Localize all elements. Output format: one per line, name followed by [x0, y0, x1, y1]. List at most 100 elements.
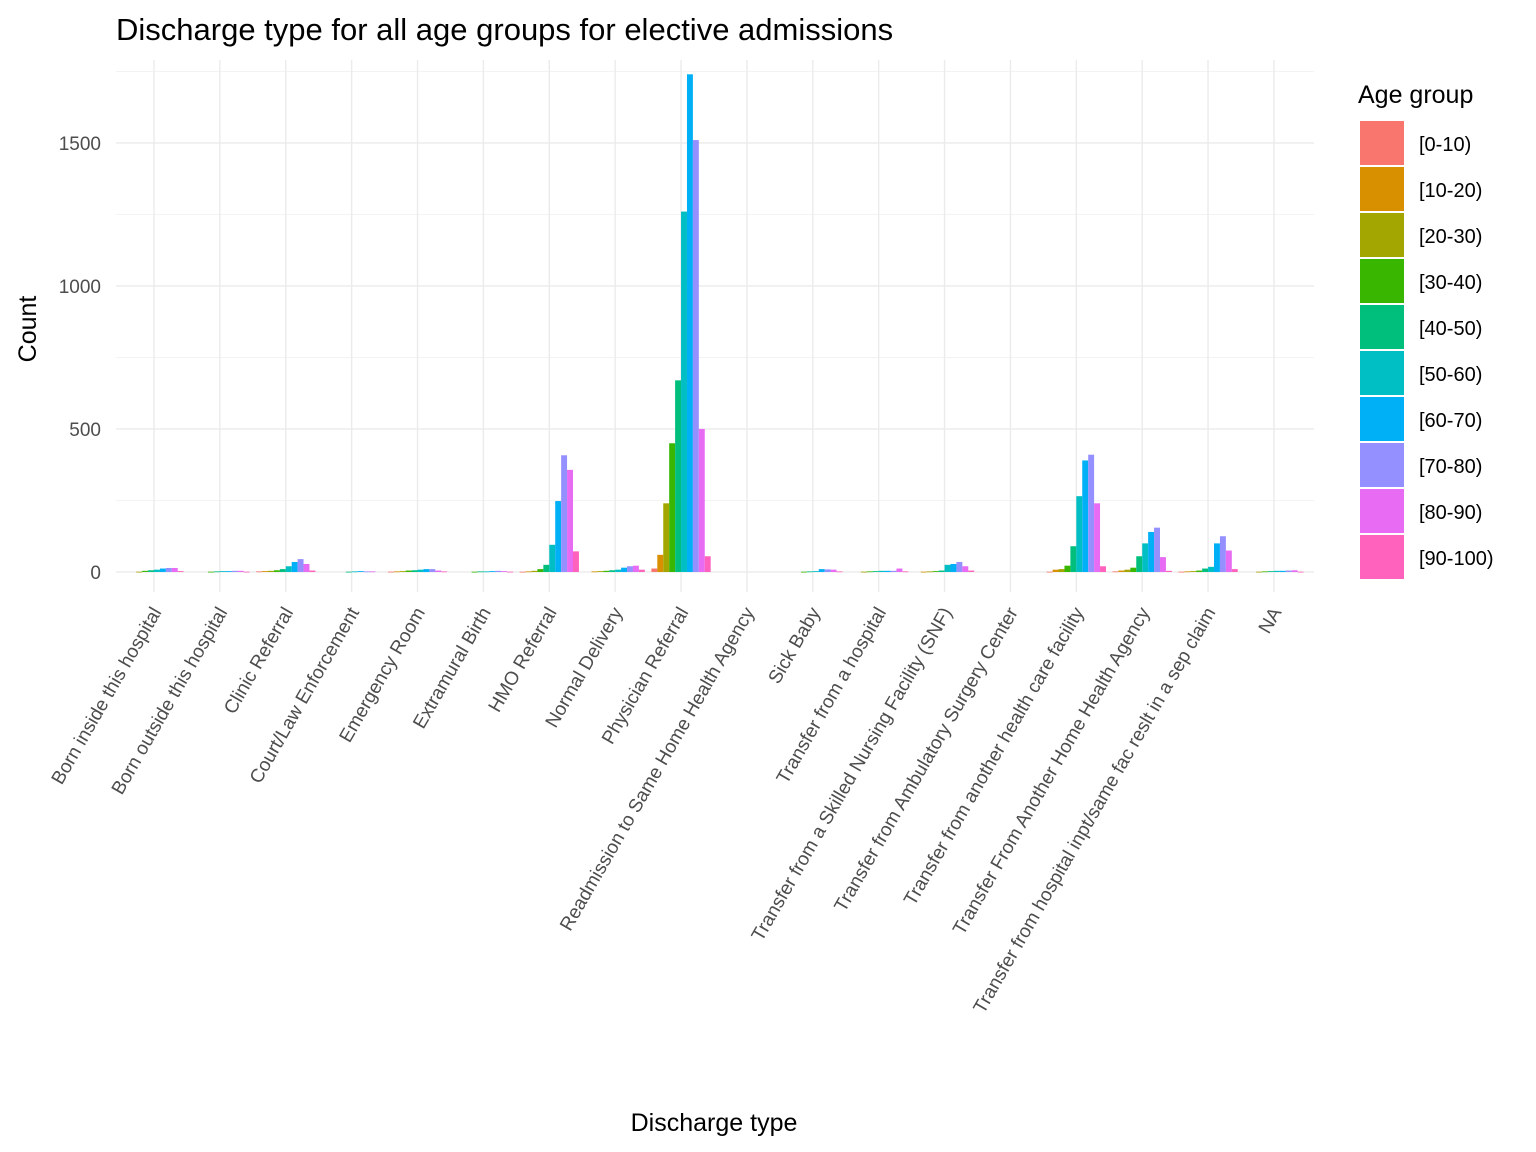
legend-swatch — [1360, 443, 1404, 487]
bar — [1285, 570, 1292, 572]
bar — [501, 571, 508, 572]
bar — [698, 428, 705, 572]
bar — [561, 455, 568, 572]
bar — [603, 570, 610, 572]
bar — [1076, 496, 1083, 572]
bar — [956, 561, 963, 572]
bar — [890, 570, 897, 572]
bar — [393, 571, 400, 573]
grid — [116, 60, 1314, 592]
bar — [1273, 570, 1280, 572]
bar — [291, 561, 298, 572]
bar — [237, 570, 244, 572]
legend-label: [50-60) — [1419, 364, 1482, 386]
bar — [303, 563, 310, 572]
bar — [902, 571, 909, 573]
legend-swatch — [1360, 305, 1404, 349]
bar — [429, 569, 436, 572]
bar — [950, 563, 957, 572]
bar — [920, 571, 927, 573]
legend-label: [40-50) — [1419, 318, 1482, 340]
y-axis-ticks: 0 500 1000 1500 — [59, 134, 101, 584]
bar — [154, 569, 160, 572]
bar — [669, 443, 676, 572]
bar — [860, 571, 867, 573]
bar — [1058, 569, 1065, 572]
bar — [651, 568, 658, 572]
bar — [357, 571, 364, 572]
bar — [591, 571, 598, 573]
bar — [692, 140, 699, 572]
bar — [1219, 536, 1226, 572]
bar — [309, 570, 316, 572]
bar — [519, 571, 526, 573]
bar — [1297, 571, 1304, 573]
bar — [1279, 570, 1286, 572]
bar — [495, 570, 502, 572]
bar — [932, 571, 939, 572]
bar — [615, 569, 622, 572]
bar — [962, 566, 969, 572]
bars — [136, 74, 1304, 573]
legend-label: [70-80) — [1419, 456, 1482, 478]
bar — [148, 570, 154, 572]
bar — [1214, 543, 1220, 572]
bar — [1178, 571, 1185, 573]
bar — [621, 567, 628, 572]
bar — [1088, 454, 1095, 572]
bar — [136, 571, 143, 573]
bar — [812, 571, 819, 572]
bar — [1202, 568, 1209, 572]
bar — [1165, 570, 1172, 572]
bar — [1082, 460, 1089, 572]
legend-title: Age group — [1358, 81, 1473, 109]
bar — [926, 571, 933, 573]
bar — [681, 211, 687, 572]
bar — [830, 569, 837, 572]
bar — [1136, 556, 1143, 572]
bar — [387, 571, 394, 573]
legend-swatch — [1360, 397, 1404, 441]
x-tick-label: Transfer from hospital inpt/same fac res… — [970, 604, 1221, 1017]
legend: Age group [0-10) [10-20) [20-30) [30-40) [40… — [1358, 81, 1494, 579]
legend-label: [10-20) — [1419, 180, 1482, 202]
bar — [675, 380, 682, 572]
bar — [1118, 570, 1125, 572]
legend-label: [80-90) — [1419, 502, 1482, 524]
bar — [836, 571, 843, 573]
bar — [1190, 571, 1197, 572]
legend-items: [0-10) [10-20) [20-30) [30-40) [40-50) [50-60… — [1360, 121, 1494, 579]
bar — [279, 569, 286, 572]
bar — [267, 570, 274, 572]
bar — [1154, 527, 1160, 572]
bar — [435, 570, 442, 572]
bar — [663, 503, 670, 572]
bar — [824, 569, 831, 572]
bar — [704, 556, 711, 572]
bar — [531, 570, 538, 572]
legend-swatch — [1360, 351, 1404, 395]
bar — [243, 571, 250, 573]
bar — [1225, 550, 1232, 572]
bar — [483, 571, 490, 573]
bar — [399, 571, 406, 572]
y-axis-title: Count — [14, 296, 42, 363]
bar — [1268, 571, 1274, 572]
bar — [1070, 546, 1077, 572]
legend-label: [30-40) — [1419, 272, 1482, 294]
bar — [1094, 503, 1101, 572]
bar — [489, 571, 496, 572]
bar — [159, 568, 166, 572]
bar — [225, 571, 232, 572]
bar — [597, 571, 604, 572]
bar — [256, 571, 263, 573]
bar — [208, 571, 214, 573]
bar — [1262, 571, 1269, 573]
y-tick-label: 500 — [69, 420, 101, 441]
bar — [1052, 569, 1059, 572]
bar — [1130, 567, 1137, 572]
bar — [1184, 571, 1191, 573]
bar — [507, 571, 514, 573]
legend-label: [20-30) — [1419, 226, 1482, 248]
